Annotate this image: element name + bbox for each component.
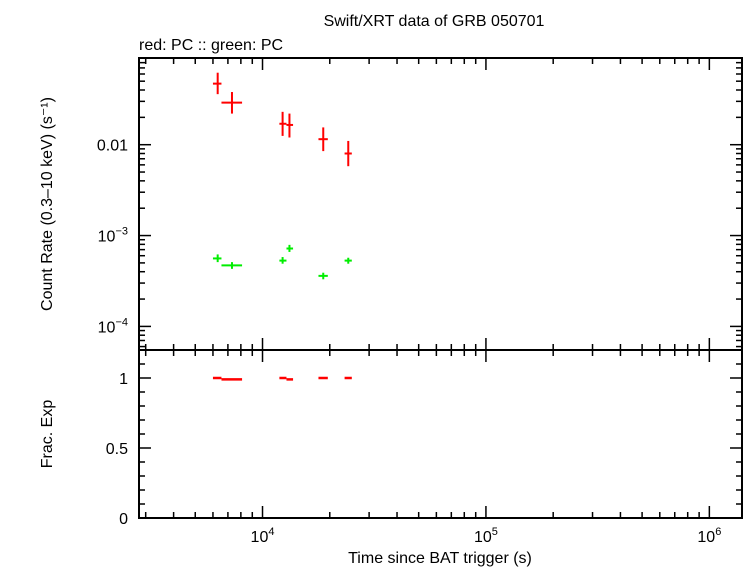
count-rate-point: [221, 92, 243, 114]
y-tick-label: 10−3: [98, 226, 128, 246]
count-rate-point: [221, 262, 243, 269]
frac-exp-tick-label: 0.5: [106, 441, 128, 458]
y-tick-label: 0.01: [97, 138, 128, 155]
y-tick-label-mantissa: 10: [98, 229, 116, 246]
count-rate-point: [212, 72, 222, 95]
y-tick-label-mantissa: 0.01: [97, 138, 128, 155]
count-rate-point: [279, 111, 287, 136]
x-tick-label-mantissa: 10: [251, 529, 269, 546]
frac-exp-tick-label: 0: [119, 511, 128, 528]
y-tick-label: 10−4: [98, 316, 128, 336]
x-tick-label: 106: [697, 526, 721, 546]
x-axis-label: Time since BAT trigger (s): [348, 550, 532, 567]
x-tick-label-exponent: 4: [268, 526, 274, 538]
chart-subtitle: red: PC :: green: PC: [139, 37, 283, 54]
y-tick-label-exponent: −4: [115, 316, 128, 328]
x-tick-label: 105: [474, 526, 498, 546]
x-tick-label-exponent: 6: [715, 526, 721, 538]
y-tick-label-exponent: −3: [115, 226, 128, 238]
count-rate-point: [286, 244, 294, 252]
chart-title: Swift/XRT data of GRB 050701: [324, 13, 545, 30]
count-rate-point: [344, 257, 352, 264]
y-tick-label-mantissa: 10: [98, 319, 116, 336]
x-tick-label-mantissa: 10: [474, 529, 492, 546]
bottom-panel-frame: [138, 349, 743, 519]
y-axis-label-bottom: Frac. Exp: [39, 400, 56, 469]
y-axis-label-top: Count Rate (0.3–10 keV) (s⁻¹): [39, 97, 56, 311]
count-rate-point: [318, 127, 328, 152]
x-tick-label-exponent: 5: [492, 526, 498, 538]
count-rate-point: [344, 140, 352, 167]
axis-ticks: [139, 57, 742, 519]
count-rate-point: [318, 272, 328, 280]
data-marks: [212, 72, 352, 381]
x-tick-label-mantissa: 10: [697, 529, 715, 546]
x-tick-label: 104: [251, 526, 275, 546]
count-rate-point: [279, 257, 287, 264]
count-rate-point: [286, 113, 294, 138]
frac-exp-tick-label: 1: [119, 371, 128, 388]
count-rate-point: [212, 254, 222, 263]
